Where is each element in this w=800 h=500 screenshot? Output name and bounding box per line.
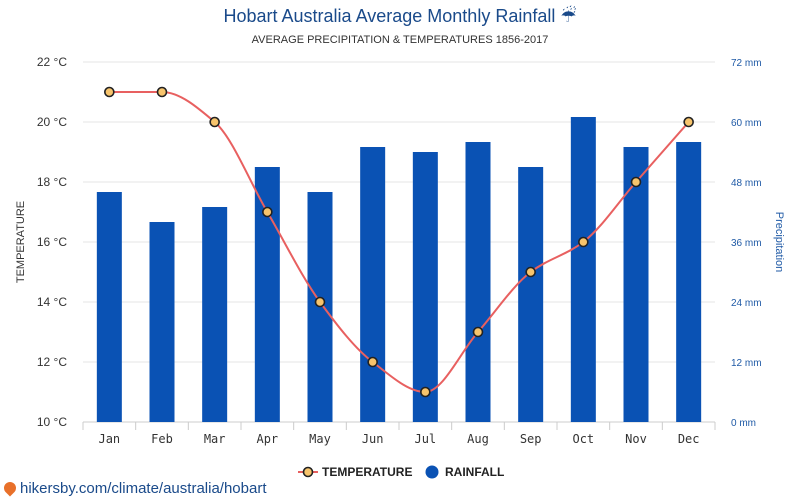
temperature-point[interactable] bbox=[683, 116, 694, 128]
temperature-point[interactable] bbox=[525, 266, 536, 278]
rainfall-bar[interactable] bbox=[202, 207, 228, 422]
x-tick-label: Aug bbox=[467, 432, 489, 446]
x-tick-label: Jun bbox=[362, 432, 384, 446]
y-tick-label: 12 °C bbox=[37, 355, 67, 369]
temperature-point[interactable] bbox=[314, 296, 326, 308]
legend-rainfall-icon[interactable] bbox=[425, 465, 439, 479]
y-tick-label: 16 °C bbox=[37, 235, 67, 249]
x-tick-label: Sep bbox=[520, 432, 542, 446]
temperature-point[interactable] bbox=[472, 326, 484, 338]
y-tick-label: 14 °C bbox=[37, 295, 67, 309]
x-tick-label: Feb bbox=[151, 432, 173, 446]
y2-tick-label: 24 mm bbox=[731, 298, 762, 309]
y2-axis-title: Precipitation bbox=[773, 212, 785, 273]
x-tick-label: May bbox=[309, 432, 331, 446]
x-tick-label: Mar bbox=[204, 432, 226, 446]
rainfall-bar[interactable] bbox=[96, 192, 122, 422]
y2-tick-label: 12 mm bbox=[731, 358, 762, 369]
temperature-point[interactable] bbox=[209, 116, 220, 128]
footer-link-text[interactable]: hikersby.com/climate/australia/hobart bbox=[20, 480, 267, 497]
y2-tick-label: 72 mm bbox=[731, 58, 762, 69]
legend-temperature-icon[interactable] bbox=[302, 466, 314, 478]
x-tick-label: Nov bbox=[625, 432, 647, 446]
x-tick-label: Jul bbox=[414, 432, 436, 446]
legend-rainfall-label: RAINFALL bbox=[445, 465, 504, 479]
rainfall-bar[interactable] bbox=[676, 142, 702, 422]
rainfall-bar[interactable] bbox=[518, 167, 544, 422]
x-tick-label: Oct bbox=[572, 432, 594, 446]
temperature-point[interactable] bbox=[630, 176, 642, 188]
y-tick-label: 18 °C bbox=[37, 175, 67, 189]
y2-tick-label: 48 mm bbox=[731, 178, 762, 189]
y-tick-label: 20 °C bbox=[37, 115, 67, 129]
x-tick-label: Dec bbox=[678, 432, 700, 446]
y2-tick-label: 36 mm bbox=[731, 238, 762, 249]
y-axis-title: TEMPERATURE bbox=[15, 201, 27, 283]
rainfall-bar[interactable] bbox=[623, 147, 649, 422]
temperature-point[interactable] bbox=[578, 236, 589, 248]
rainfall-bar[interactable] bbox=[360, 147, 386, 422]
temperature-point[interactable] bbox=[262, 206, 273, 218]
rainfall-bar[interactable] bbox=[149, 222, 175, 422]
temperature-point[interactable] bbox=[367, 356, 378, 368]
y-tick-label: 22 °C bbox=[37, 55, 67, 69]
legend-temperature-label: TEMPERATURE bbox=[322, 465, 412, 479]
temperature-point[interactable] bbox=[420, 386, 431, 398]
footer-link[interactable]: hikersby.com/climate/australia/hobart bbox=[1, 479, 267, 497]
y-tick-label: 10 °C bbox=[37, 415, 67, 429]
chart-title: Hobart Australia Average Monthly Rainfal… bbox=[223, 6, 577, 26]
temperature-point[interactable] bbox=[156, 86, 168, 98]
rainfall-bar[interactable] bbox=[254, 167, 280, 422]
location-pin-icon bbox=[1, 479, 19, 497]
y2-tick-label: 60 mm bbox=[731, 118, 762, 129]
chart-subtitle: AVERAGE PRECIPITATION & TEMPERATURES 185… bbox=[251, 34, 549, 46]
rainfall-bar[interactable] bbox=[465, 142, 491, 422]
rainfall-bar[interactable] bbox=[412, 152, 438, 422]
x-tick-label: Apr bbox=[256, 432, 278, 446]
temperature-point[interactable] bbox=[104, 86, 115, 98]
x-tick-label: Jan bbox=[98, 432, 120, 446]
y2-tick-label: 0 mm bbox=[731, 418, 756, 429]
rainfall-bar[interactable] bbox=[570, 117, 596, 422]
